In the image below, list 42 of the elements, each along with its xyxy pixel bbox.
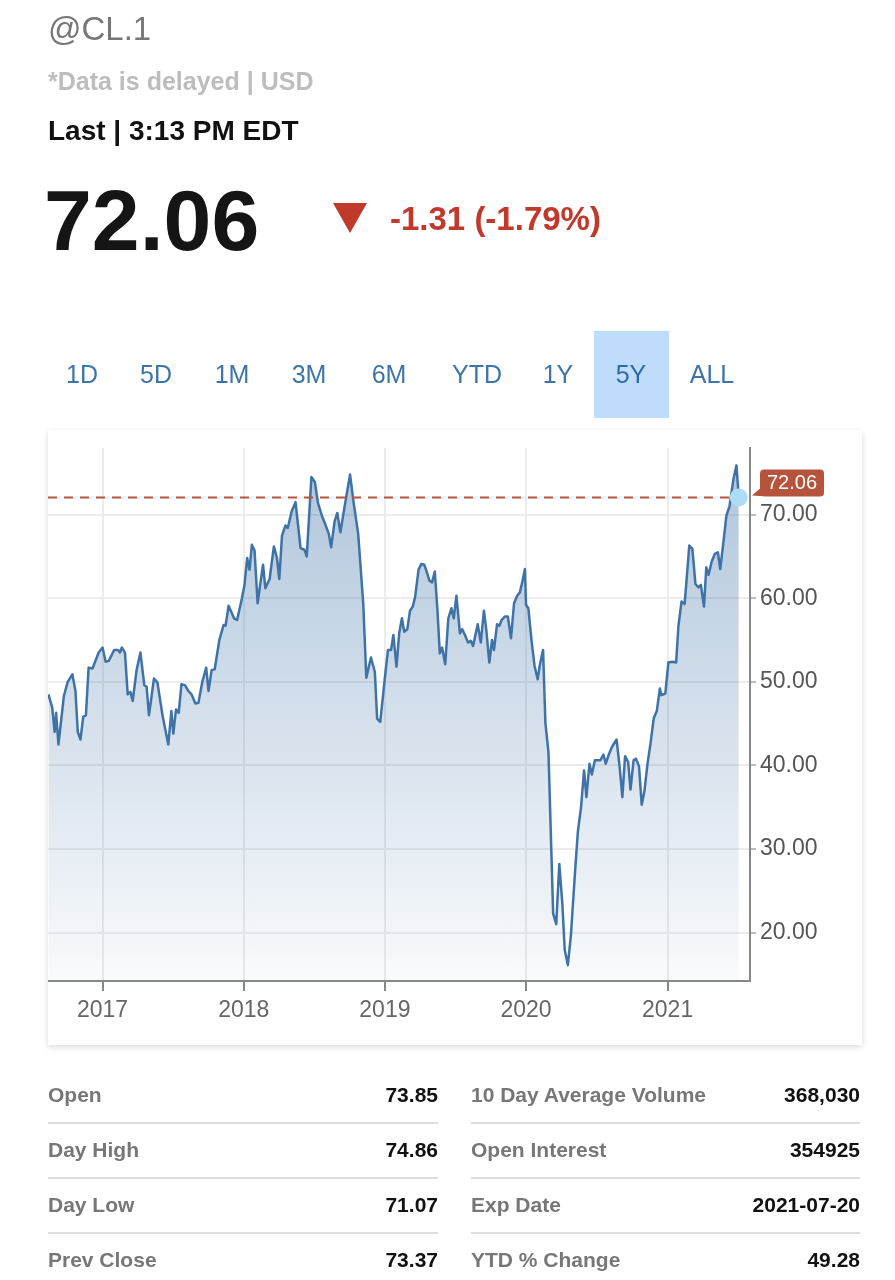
x-tick-label: 2020 <box>500 996 552 1023</box>
text: 74.86 <box>384 1138 438 1162</box>
text: 2021-07-20 <box>751 1193 860 1217</box>
text: 49.28 <box>806 1248 860 1272</box>
text: ALL <box>688 360 736 389</box>
x-tick-label: 2021 <box>642 996 694 1023</box>
text: 1D <box>65 360 99 389</box>
x-tick-label: 2018 <box>218 996 270 1023</box>
text: Prev Close <box>48 1248 157 1272</box>
ref-line-label: 72.06 <box>767 471 818 494</box>
text: Exp Date <box>471 1193 561 1217</box>
text: YTD <box>451 360 503 389</box>
text: 6M <box>370 360 408 389</box>
text: Open <box>48 1083 102 1107</box>
text: Last | 3:13 PM EDT <box>48 115 299 147</box>
text: 71.07 <box>384 1193 438 1217</box>
text: 1Y <box>541 360 575 389</box>
y-tick-label: 20.00 <box>760 917 818 944</box>
text: 368,030 <box>784 1083 860 1106</box>
text: YTD % Change <box>471 1248 621 1272</box>
text: 73.85 <box>384 1083 438 1107</box>
x-tick-label: 2017 <box>76 996 129 1023</box>
y-tick-label: 70.00 <box>760 500 818 526</box>
text: 3M <box>290 360 328 389</box>
text: Open Interest <box>471 1138 607 1162</box>
chart-subtitle: *Data is delayed | USD <box>48 67 314 96</box>
text: Day High <box>48 1138 140 1162</box>
y-tick-label: 60.00 <box>760 583 818 610</box>
text: 5D <box>139 360 173 389</box>
text: 1M <box>213 360 251 389</box>
text: 73.37 <box>384 1248 438 1272</box>
text: Day Low <box>48 1193 135 1217</box>
text: 354925 <box>788 1138 860 1162</box>
text: 5Y <box>614 360 648 389</box>
text: 72.06 <box>44 171 260 270</box>
chart-title: @CL.1 <box>48 10 152 48</box>
y-tick-label: 30.00 <box>760 834 818 861</box>
text: 10 Day Average Volume <box>471 1083 706 1107</box>
text: -1.31 (-1.79%) <box>390 200 601 238</box>
y-tick-label: 40.00 <box>760 750 818 777</box>
x-tick-label: 2019 <box>359 996 411 1023</box>
y-tick-label: 50.00 <box>760 667 818 694</box>
